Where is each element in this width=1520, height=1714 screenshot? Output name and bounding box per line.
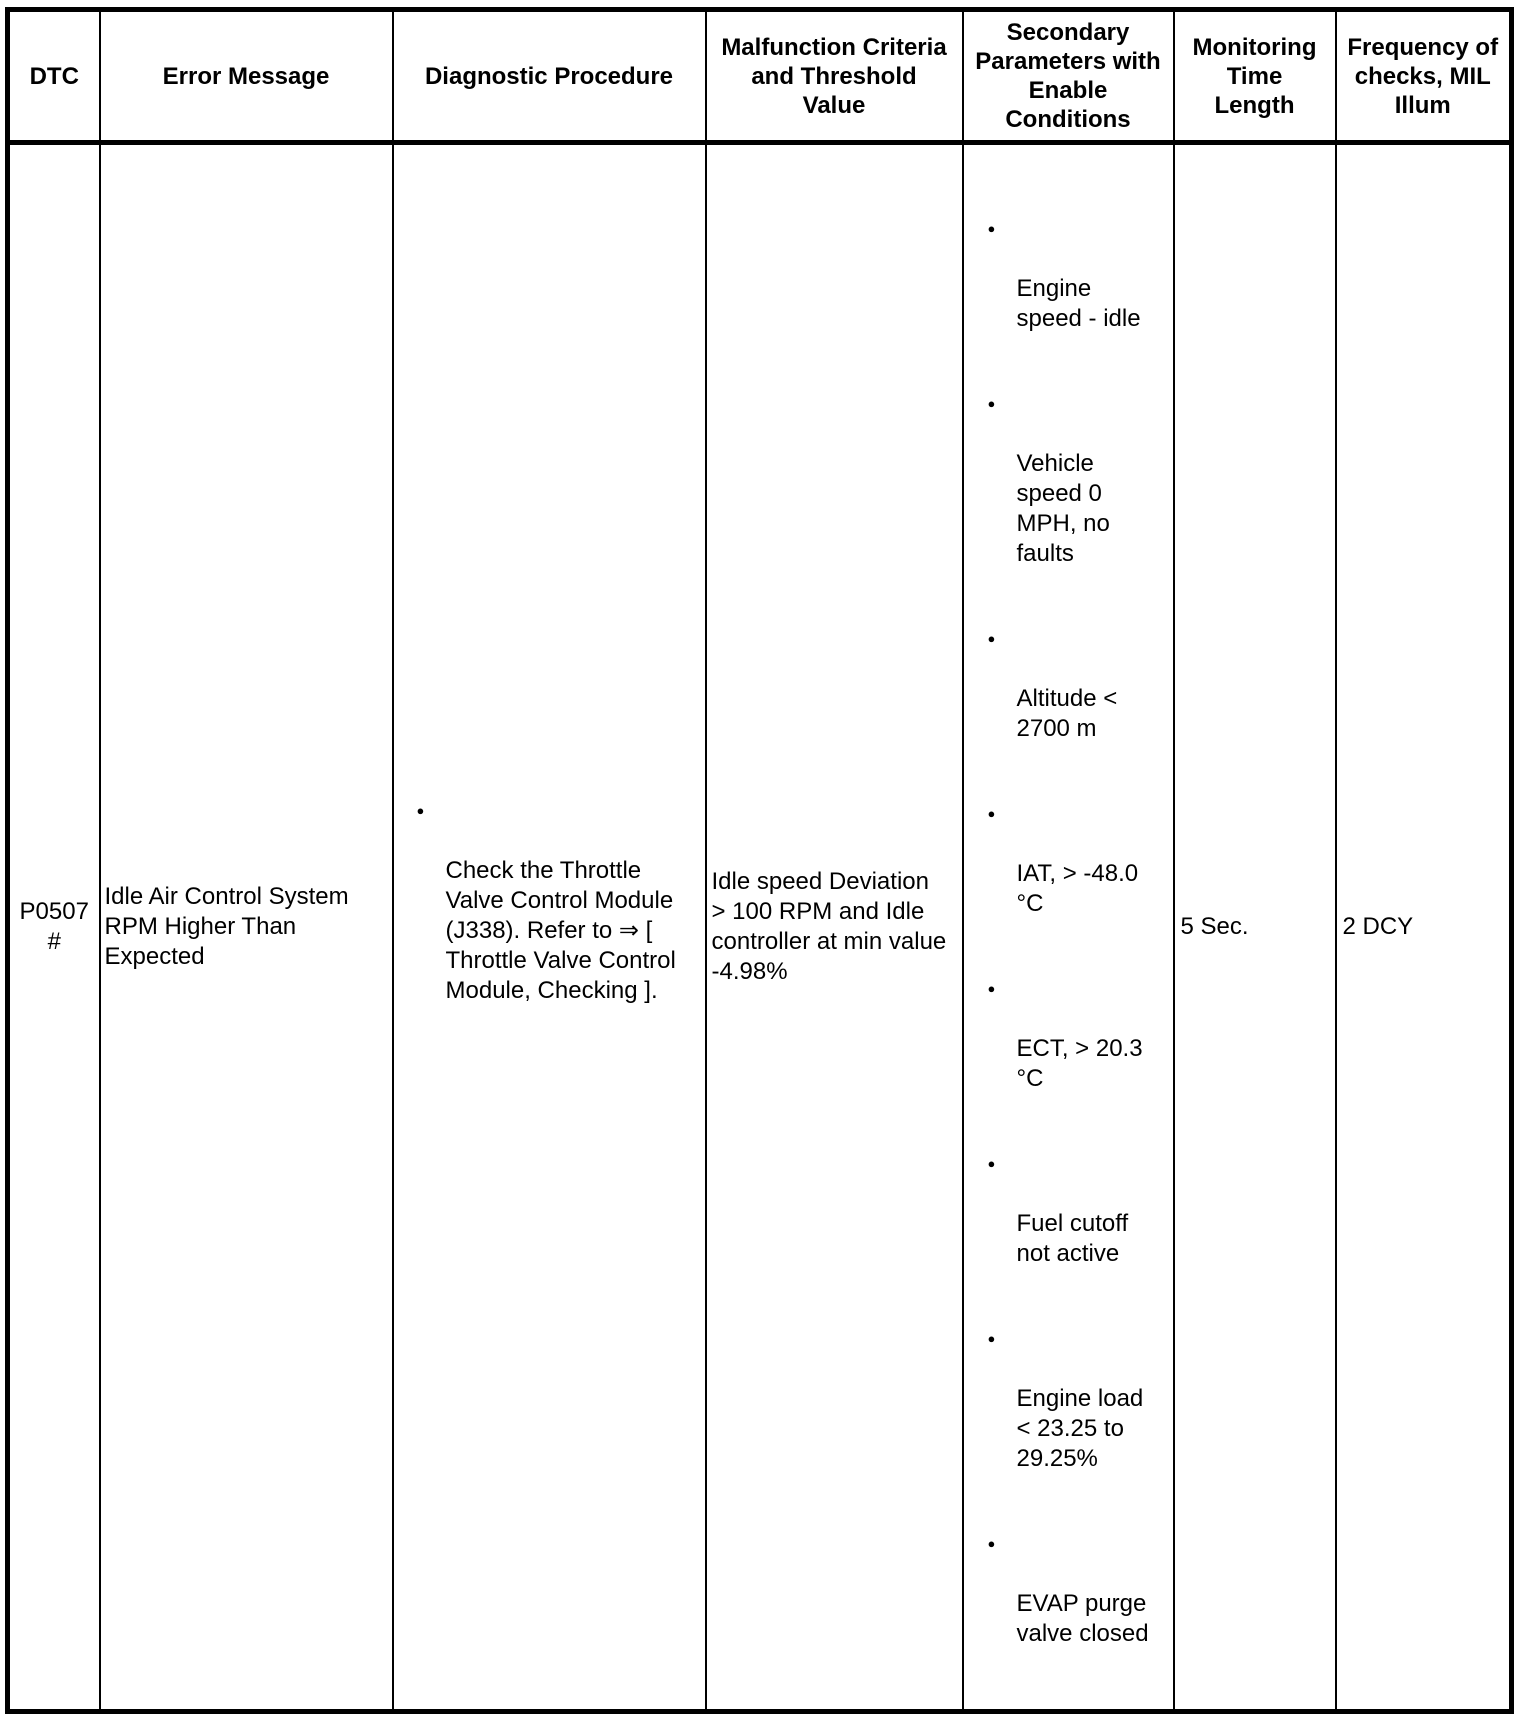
list-item: ● Fuel cutoff not active xyxy=(988,1149,1171,1269)
bullet-icon: ● xyxy=(987,221,996,236)
header-frequency-of-checks: Frequency of checks, MIL Illum xyxy=(1334,8,1513,145)
secondary-parameters-list: ● Engine speed - idle ● Vehicle speed 0 … xyxy=(988,184,1171,1679)
bullet-icon: ● xyxy=(987,631,996,646)
list-item: ● EVAP purge valve closed xyxy=(988,1529,1171,1649)
header-diagnostic-procedure: Diagnostic Procedure xyxy=(391,8,707,145)
bullet-icon: ● xyxy=(987,1331,996,1346)
list-item: ● Engine load < 23.25 to 29.25% xyxy=(988,1324,1171,1474)
header-secondary-parameters: Secondary Parameters with Enable Conditi… xyxy=(961,8,1175,145)
list-item: ● ECT, > 20.3 °C xyxy=(988,974,1171,1094)
cell-secondary-parameters: ● Engine speed - idle ● Vehicle speed 0 … xyxy=(961,141,1175,1713)
cell-dtc: P0507 # xyxy=(6,141,101,1713)
cell-error-message: Idle Air Control System RPM Higher Than … xyxy=(98,141,394,1713)
cell-monitoring-time: 5 Sec. xyxy=(1172,141,1337,1713)
secondary-parameter-text: Engine load < 23.25 to 29.25% xyxy=(1016,1385,1144,1472)
header-malfunction-criteria: Malfunction Criteria and Threshold Value xyxy=(704,8,964,145)
bullet-icon: ● xyxy=(987,981,996,996)
diagnostic-step-text: Check the Throttle Valve Control Module … xyxy=(445,857,676,1004)
list-item: ● Vehicle speed 0 MPH, no faults xyxy=(988,389,1171,569)
diagnostic-trouble-code-table: DTC Error Message Diagnostic Procedure M… xyxy=(5,7,1514,1714)
secondary-parameter-text: Altitude < 2700 m xyxy=(1016,685,1118,742)
secondary-parameter-text: IAT, > -48.0 °C xyxy=(1016,860,1139,917)
table-row: P0507 # Idle Air Control System RPM High… xyxy=(6,141,1513,1713)
bullet-icon: ● xyxy=(987,1156,996,1171)
list-item: ● Engine speed - idle xyxy=(988,214,1171,334)
secondary-parameter-text: Vehicle speed 0 MPH, no faults xyxy=(1016,450,1110,567)
secondary-parameter-text: Engine speed - idle xyxy=(1016,275,1141,332)
header-row: DTC Error Message Diagnostic Procedure M… xyxy=(6,8,1513,145)
cell-malfunction-criteria: Idle speed Deviation > 100 RPM and Idle … xyxy=(704,141,964,1713)
bullet-icon: ● xyxy=(987,806,996,821)
secondary-parameter-text: EVAP purge valve closed xyxy=(1016,1590,1149,1647)
header-error-message: Error Message xyxy=(98,8,394,145)
cell-frequency-of-checks: 2 DCY xyxy=(1334,141,1513,1713)
header-monitoring-time: Monitoring Time Length xyxy=(1172,8,1337,145)
list-item: ● Altitude < 2700 m xyxy=(988,624,1171,744)
secondary-parameter-text: Fuel cutoff not active xyxy=(1016,1210,1129,1267)
diagnostic-procedure-list: ● Check the Throttle Valve Control Modul… xyxy=(417,766,703,1036)
cell-diagnostic-procedure: ● Check the Throttle Valve Control Modul… xyxy=(391,141,707,1713)
bullet-icon: ● xyxy=(416,803,425,818)
list-item: ● IAT, > -48.0 °C xyxy=(988,799,1171,919)
bullet-icon: ● xyxy=(987,396,996,411)
secondary-parameter-text: ECT, > 20.3 °C xyxy=(1016,1035,1143,1092)
bullet-icon: ● xyxy=(987,1536,996,1551)
list-item: ● Check the Throttle Valve Control Modul… xyxy=(417,796,703,1006)
header-dtc: DTC xyxy=(6,8,101,145)
